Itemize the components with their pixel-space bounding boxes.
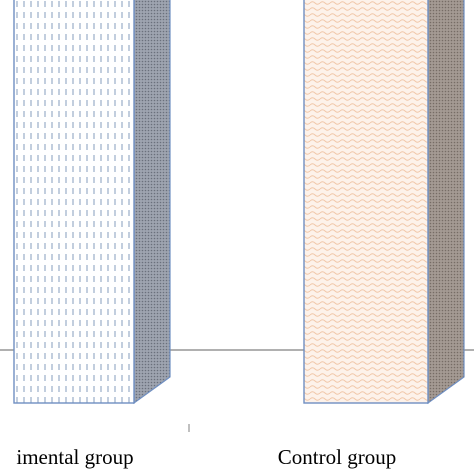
bar-1-front <box>13 0 135 404</box>
bar-2-side <box>427 0 465 405</box>
bar-2 <box>303 0 465 405</box>
category-label-2: Control group <box>278 445 396 469</box>
category-label-1: imental group <box>16 445 133 469</box>
bar-2-front <box>303 0 429 404</box>
bar-1-side <box>133 0 171 405</box>
bar-1 <box>13 0 171 405</box>
labels-group: 4,10imental group3,60Control group <box>16 445 396 469</box>
bars-group <box>13 0 465 405</box>
